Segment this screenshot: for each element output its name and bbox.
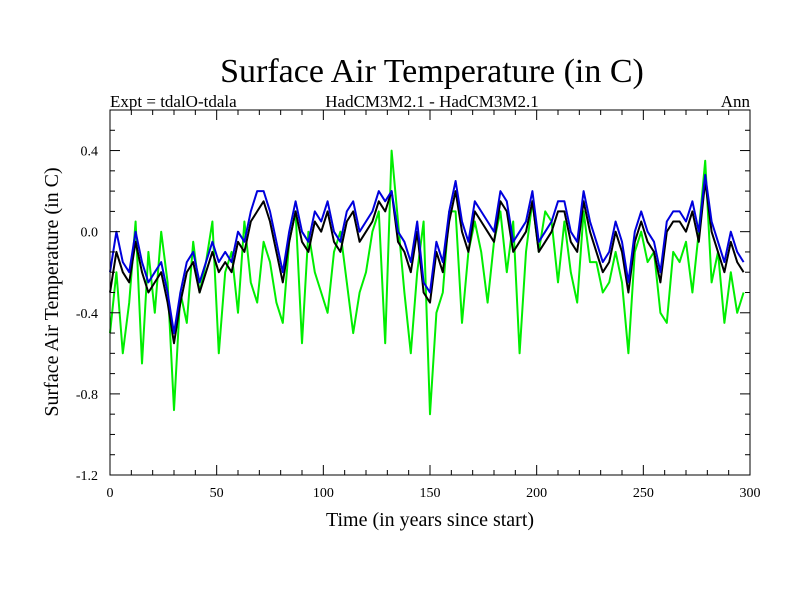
x-axis-title: Time (in years since start) (326, 509, 534, 531)
period-label: Ann (721, 92, 751, 111)
x-tick-label: 50 (210, 486, 224, 501)
plot-frame (109, 109, 751, 476)
y-tick-label: -1.2 (76, 469, 98, 484)
chart-title: Surface Air Temperature (in C) (220, 53, 644, 90)
model-label: HadCM3M2.1 - HadCM3M2.1 (325, 92, 538, 111)
y-tick-label: 0.4 (81, 145, 99, 160)
series-line-blue (109, 173, 745, 335)
ticks-layer: 0 50 100 150 200 250 300 -1.2 -0.8 -0.4 0.0 0.4 (76, 109, 761, 501)
y-axis-title: Surface Air Temperature (in C) (41, 167, 63, 416)
y-tick-label: -0.4 (76, 307, 98, 322)
series-line-black (109, 180, 745, 345)
x-tick-label: 300 (740, 486, 761, 501)
series-layer (109, 149, 745, 416)
x-tick-label: 150 (420, 486, 441, 501)
y-tick-label: 0.0 (81, 226, 99, 241)
x-tick-label: 100 (313, 486, 334, 501)
x-tick-label: 250 (633, 486, 654, 501)
x-tick-label: 0 (107, 486, 114, 501)
x-tick-label: 200 (526, 486, 547, 501)
experiment-label: Expt = tdalO-tdala (110, 92, 237, 111)
y-tick-label: -0.8 (76, 388, 98, 403)
series-line-green (109, 149, 745, 416)
